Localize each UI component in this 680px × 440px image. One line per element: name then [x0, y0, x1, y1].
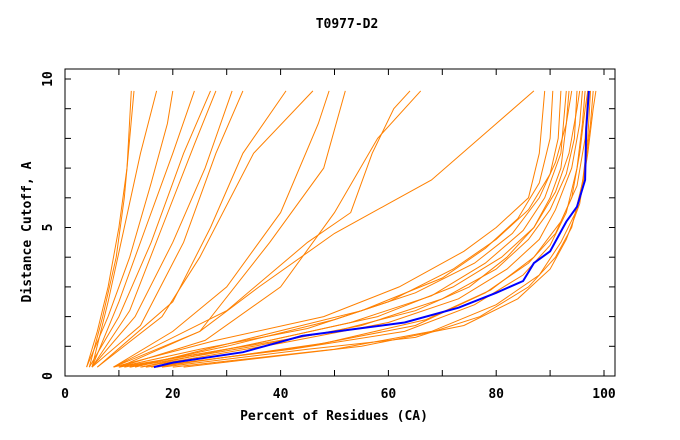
x-tick-label: 40 [273, 387, 289, 402]
model-curve-20 [140, 90, 583, 368]
model-curve-9 [91, 90, 244, 368]
model-curve-13 [118, 90, 346, 368]
model-curve-14 [113, 90, 411, 368]
x-tick-label: 60 [381, 387, 397, 402]
model-curve-24 [129, 90, 570, 368]
model-curve-30 [156, 90, 589, 368]
y-tick-label: 10 [41, 71, 56, 87]
highlight-curve [153, 90, 590, 369]
ticks-layer: 0 20 40 60 80 100 0 5 10 [41, 69, 616, 402]
y-tick-label: 5 [41, 224, 56, 232]
model-curve-4 [86, 90, 174, 368]
model-curve-2 [88, 90, 135, 368]
plot-frame [64, 68, 616, 377]
model-curve-15 [113, 90, 535, 368]
model-curve-17 [118, 90, 573, 368]
model-curve-28 [183, 90, 597, 368]
model-curve-3 [91, 90, 158, 368]
model-curve-31 [134, 90, 554, 368]
model-curve-6 [88, 90, 211, 368]
model-curve-16 [118, 90, 422, 368]
curves-layer [86, 90, 597, 369]
model-curve-27 [151, 90, 589, 368]
x-axis-label: Percent of Residues (CA) [240, 409, 428, 424]
y-axis-label: Distance Cutoff, A [20, 161, 35, 302]
model-curve-7 [91, 90, 217, 368]
x-tick-label: 80 [488, 387, 504, 402]
x-tick-label: 0 [61, 387, 69, 402]
model-curve-21 [145, 90, 586, 368]
chart-title: T0977-D2 [316, 17, 379, 32]
model-curve-25 [113, 90, 546, 368]
model-curve-23 [172, 90, 594, 368]
model-curve-18 [118, 90, 562, 368]
x-tick-label: 100 [592, 387, 616, 402]
model-curve-8 [91, 90, 233, 368]
model-curve-12 [113, 90, 330, 368]
model-curve-5 [91, 90, 195, 368]
model-curve-11 [96, 90, 314, 368]
x-tick-label: 20 [165, 387, 181, 402]
y-tick-label: 0 [41, 372, 56, 380]
model-curve-10 [96, 90, 287, 368]
model-curve-29 [124, 90, 567, 368]
